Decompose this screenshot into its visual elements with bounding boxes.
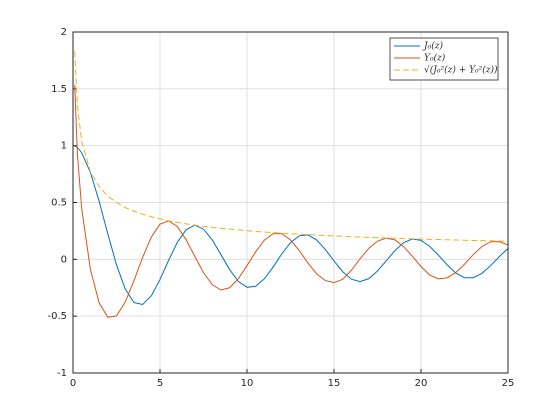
series-line	[74, 145, 508, 306]
x-tick-label: 25	[502, 378, 515, 389]
x-tick-label: 20	[415, 378, 428, 389]
series-line	[74, 51, 508, 242]
legend-label: Y₀(z)	[424, 53, 446, 64]
x-tick-label: 5	[157, 378, 163, 389]
y-tick-label: 0.5	[51, 198, 67, 209]
axes-box	[72, 31, 509, 374]
x-tick-label: 0	[70, 378, 76, 389]
x-tick-label: 10	[241, 378, 254, 389]
y-tick-label: 1.5	[51, 84, 67, 95]
y-tick-label: -0.5	[47, 311, 67, 322]
y-tick-label: 1	[61, 141, 67, 152]
series-line	[74, 84, 508, 318]
x-tick-label: 15	[328, 378, 341, 389]
legend-box	[389, 37, 499, 81]
legend-label: √(J₀²(z) + Y₀²(z))	[424, 65, 498, 76]
y-tick-label: -1	[57, 368, 67, 379]
y-tick-label: 2	[61, 27, 67, 38]
y-tick-label: 0	[61, 254, 67, 265]
legend-label: J₀(z)	[422, 41, 443, 52]
